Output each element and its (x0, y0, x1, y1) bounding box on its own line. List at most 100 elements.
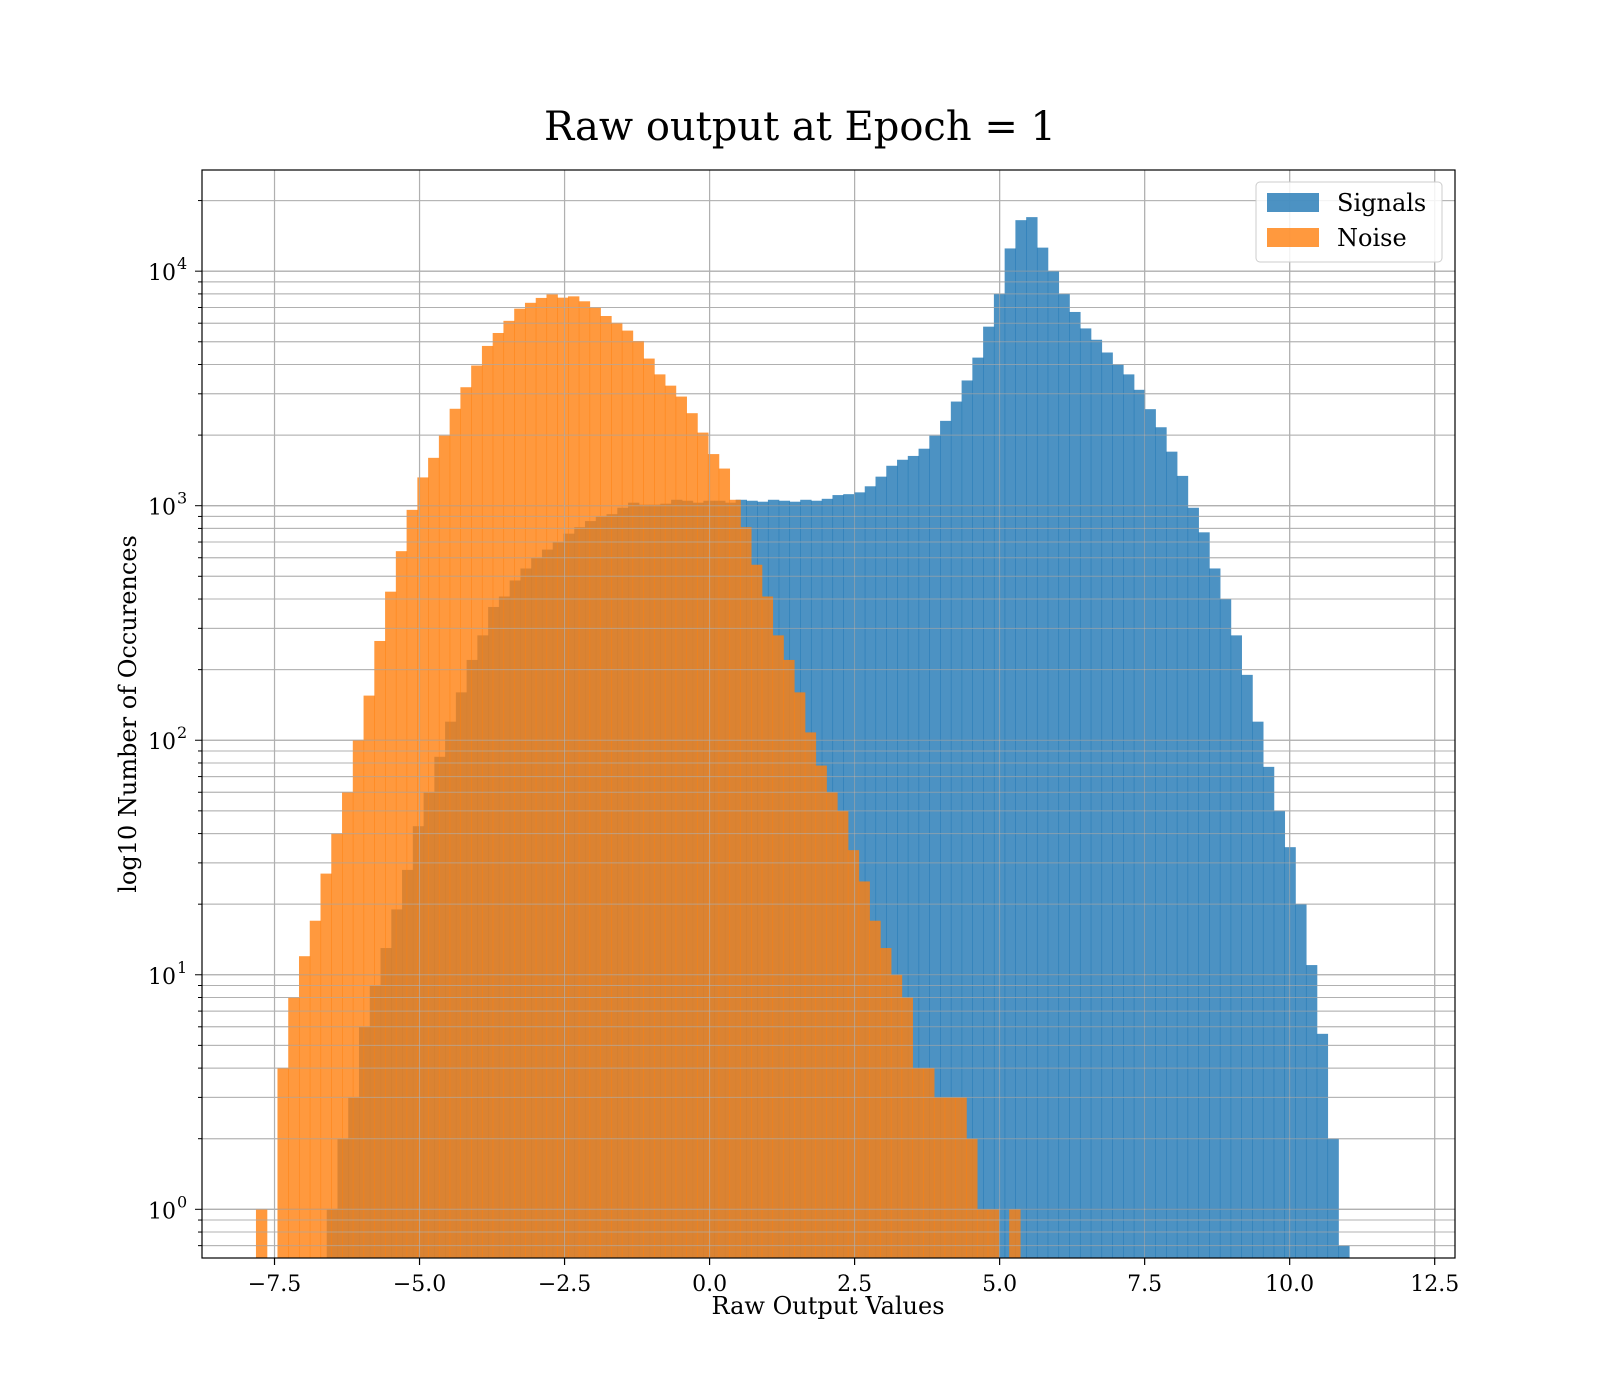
histogram-bar (940, 420, 952, 1258)
histogram-bar (1090, 339, 1103, 1258)
legend-label-noise: Noise (1337, 224, 1407, 252)
histogram-bar (481, 345, 494, 1258)
histogram-bar (1123, 374, 1135, 1258)
histogram-bar (875, 476, 887, 1258)
histogram-bar (1015, 220, 1027, 1259)
histogram-bar (858, 881, 870, 1258)
histogram-bar (783, 659, 795, 1258)
y-tick-label: 10 (148, 496, 176, 521)
histogram-bar (320, 873, 332, 1258)
histogram-bar (352, 740, 365, 1258)
histogram-bar (309, 920, 322, 1258)
histogram-bar (987, 1209, 1000, 1258)
histogram-bar (1155, 427, 1167, 1258)
histogram-bar (804, 732, 817, 1258)
y-tick-label-exponent: 2 (177, 723, 187, 742)
histogram-bar (514, 308, 526, 1259)
histogram-bar (1230, 635, 1242, 1258)
histogram-bar (1009, 1209, 1021, 1258)
histogram-bar (1079, 328, 1092, 1258)
histogram-bar (901, 997, 913, 1258)
y-tick-label: 10 (148, 965, 176, 990)
histogram-bar (880, 948, 892, 1258)
histogram-bar (1026, 217, 1038, 1259)
histogram-bar (1133, 389, 1146, 1258)
histogram-bar (1187, 507, 1199, 1258)
histogram-bar (675, 396, 687, 1259)
histogram-bar (342, 792, 354, 1258)
legend: Signals Noise (1255, 181, 1443, 263)
histogram-bar (1004, 248, 1017, 1258)
histogram-bar (966, 1138, 978, 1258)
histogram-bar (912, 1068, 924, 1258)
x-tick-label: −2.5 (538, 1272, 591, 1297)
y-tick-label: 10 (148, 261, 176, 286)
histogram-bar (890, 974, 903, 1258)
histogram-bar (298, 956, 311, 1258)
histogram-bar (1273, 810, 1286, 1258)
histogram-bar (503, 320, 515, 1258)
histogram-bar (853, 492, 866, 1258)
histogram-bar (864, 486, 877, 1258)
histogram-bar (1316, 1033, 1329, 1258)
histogram-bar (1036, 247, 1049, 1258)
histogram-bar (288, 997, 300, 1258)
x-tick-label: 5.0 (982, 1272, 1017, 1297)
histogram-bar (611, 322, 623, 1258)
histogram-bar (374, 640, 386, 1258)
histogram-bar (1101, 352, 1113, 1258)
legend-label-signals: Signals (1337, 189, 1426, 217)
histogram-bar (686, 413, 698, 1258)
histogram-bar (1252, 721, 1264, 1258)
histogram-bar (869, 920, 881, 1258)
histogram-bar (643, 358, 655, 1258)
y-tick-label-exponent: 1 (177, 958, 187, 977)
histogram-bar (654, 374, 666, 1258)
histogram-bar (707, 454, 720, 1258)
histogram-bar (632, 340, 644, 1258)
histogram-bar (976, 1209, 989, 1258)
histogram-bar (1219, 599, 1232, 1258)
grid-overlay (202, 170, 1455, 1258)
histogram-bar (972, 357, 984, 1258)
histogram-bar (363, 695, 375, 1258)
histogram-bar (1069, 311, 1081, 1258)
legend-swatch-signals (1267, 193, 1319, 212)
x-tick-label: 0.0 (692, 1272, 727, 1297)
histogram-bar (897, 459, 909, 1258)
histogram-bar (961, 380, 973, 1258)
histogram-bar (277, 1068, 289, 1258)
x-tick-label: 2.5 (837, 1272, 872, 1297)
histogram-bar (664, 385, 677, 1258)
histogram-bar (1209, 568, 1221, 1258)
histogram-bar (772, 635, 784, 1258)
histogram-bar (1047, 271, 1060, 1258)
histogram-bar (1305, 965, 1318, 1258)
x-tick-label: 12.5 (1410, 1272, 1459, 1297)
histogram-bar (1198, 532, 1210, 1258)
histogram-bar (460, 387, 472, 1259)
histogram-bar (1176, 475, 1189, 1258)
histogram-bar (535, 297, 548, 1258)
y-tick-label: 10 (148, 1199, 176, 1224)
histogram-bar (923, 1068, 935, 1258)
histogram-bar (750, 564, 763, 1258)
histogram-bar (886, 465, 898, 1258)
y-tick-label-exponent: 0 (177, 1192, 187, 1211)
histogram-bar (1338, 1245, 1350, 1258)
histogram-bar (1166, 451, 1178, 1258)
histogram-bar (621, 330, 634, 1258)
histogram-bar (826, 792, 838, 1258)
x-tick-label: −5.0 (393, 1272, 446, 1297)
histogram-bar (761, 596, 774, 1258)
histogram-bar (568, 296, 580, 1259)
histogram-bar (1295, 904, 1307, 1258)
histogram-bar (578, 301, 591, 1258)
histogram-bar (1058, 293, 1070, 1258)
histogram-bar (428, 457, 440, 1258)
plot-frame (201, 169, 1456, 1259)
histogram-bar (255, 1209, 268, 1258)
y-tick-label: 10 (148, 730, 176, 755)
